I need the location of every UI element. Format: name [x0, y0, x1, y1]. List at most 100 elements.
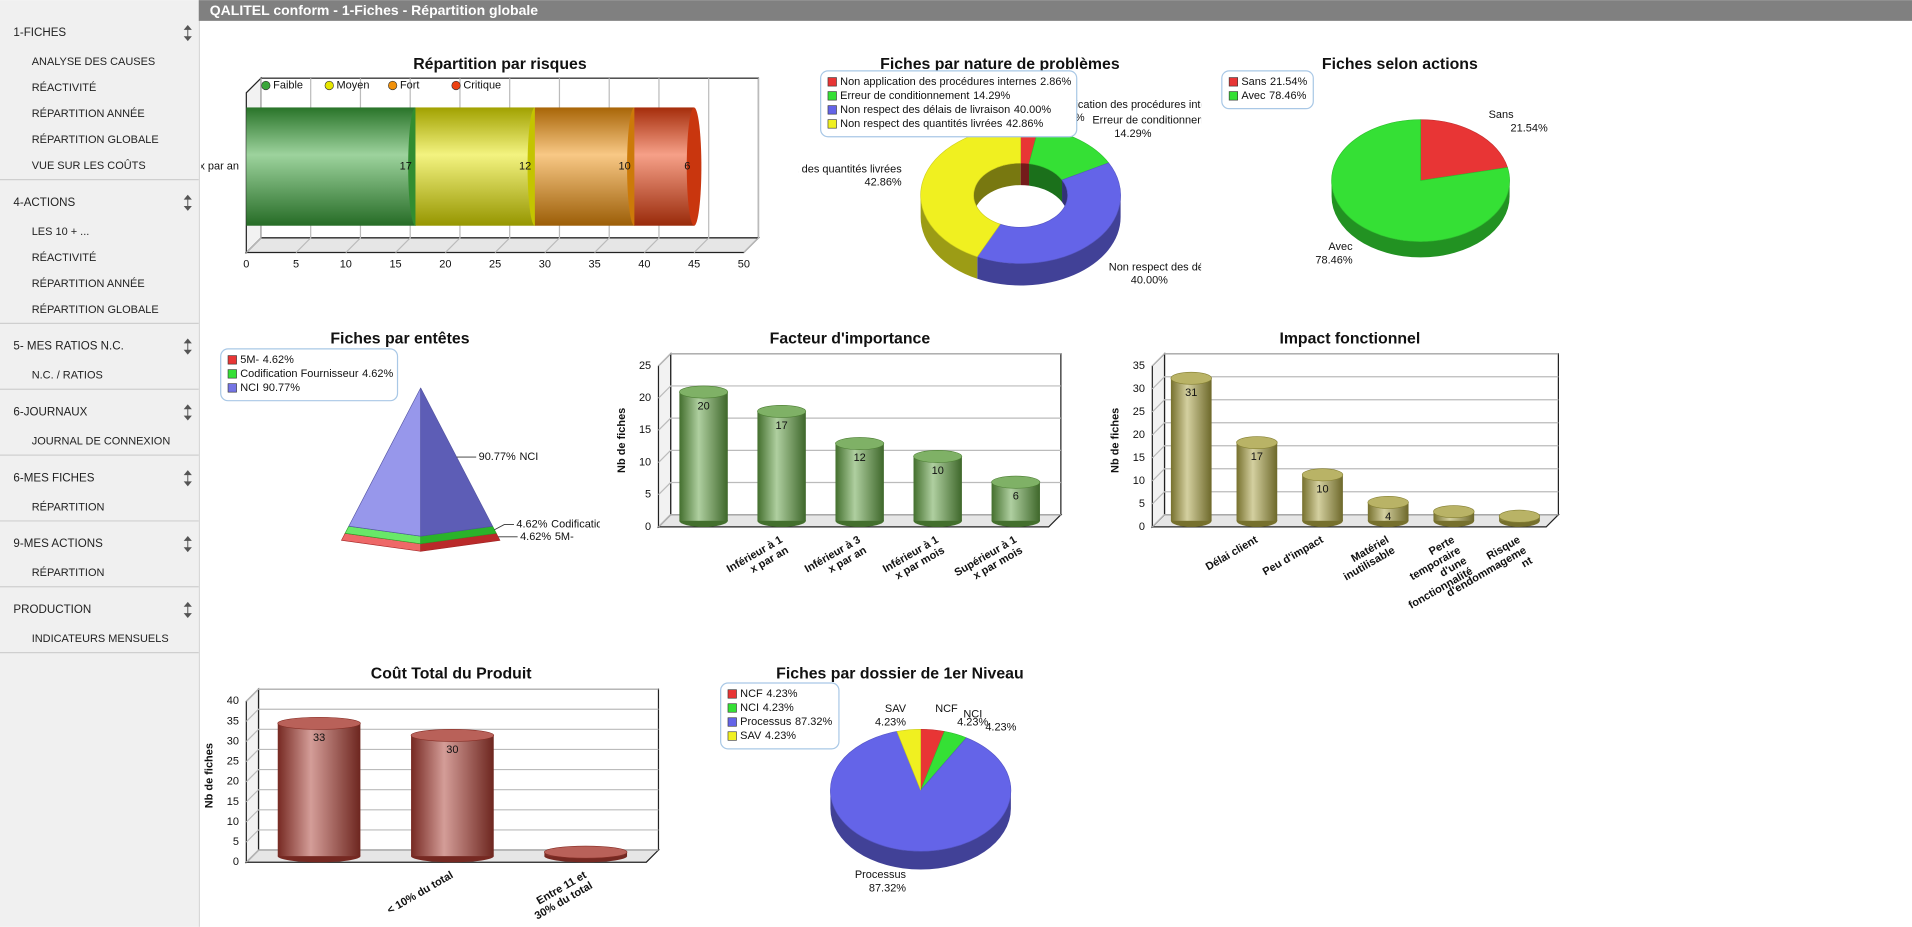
x-tick-label: < 10% du total	[385, 869, 455, 916]
bar	[277, 723, 361, 857]
menu-item[interactable]: LES 10 + ...	[32, 226, 90, 238]
legend-swatch	[727, 717, 737, 727]
grid-line	[693, 78, 710, 253]
y-tick-label: 20	[227, 776, 239, 788]
legend-label: Sans 21.54%	[1241, 76, 1307, 88]
expand-icon[interactable]	[183, 404, 192, 421]
slice-label: SAV	[885, 703, 907, 715]
legend-box	[820, 70, 1078, 138]
x-tick-label: Pertetemporaired'unefonctionnalité	[1388, 534, 1474, 612]
y-tick-label: 25	[639, 360, 651, 372]
menu-section[interactable]: 6-MES FICHES	[13, 472, 94, 484]
legend-label: 5M- 4.62%	[240, 354, 294, 366]
legend-box	[220, 348, 399, 402]
y-tick-label: 25	[227, 756, 239, 768]
legend-name: NCI	[740, 702, 759, 714]
data-label: 17	[776, 420, 788, 432]
slice-value: 21.54%	[1511, 123, 1548, 135]
slice-side	[973, 163, 1021, 218]
chart: Répartition par risques 0 5 10 15 20 25 30 35 40 4…	[201, 56, 760, 271]
x-tick-label: Entre 11 et30% du total	[527, 869, 595, 922]
legend-name: Non respect des délais de livraison	[840, 104, 1010, 116]
expand-icon[interactable]	[183, 536, 192, 553]
menu-section[interactable]: 5- MES RATIOS N.C.	[13, 341, 123, 353]
slice-value: 87.32%	[869, 882, 906, 894]
slice-value: 14.29%	[1114, 128, 1151, 140]
layer-name: 5M-	[555, 531, 574, 543]
y-tick-label: 40	[227, 695, 239, 707]
legend-label: Erreur de conditionnement 14.29%	[840, 90, 1010, 102]
bar-top	[679, 385, 729, 399]
menu-section[interactable]: 4-ACTIONS	[13, 197, 75, 209]
menu-item[interactable]: N.C. / RATIOS	[32, 370, 103, 382]
legend-swatch	[827, 77, 837, 87]
x-tick-label: Délai client	[1204, 534, 1260, 574]
y-tick-label: 0	[233, 856, 239, 868]
data-label: 10	[932, 465, 944, 477]
slice-value: 4.23%	[957, 717, 988, 729]
grid-line	[245, 688, 659, 702]
chart: Fiches par dossier de 1er NiveauNCF4.23%…	[720, 666, 1024, 894]
menu-item[interactable]: RÉPARTITION GLOBALE	[32, 303, 159, 316]
layer-name: Codification Fournisseur	[551, 518, 670, 530]
y-tick-label: 15	[1133, 452, 1145, 464]
plot-side	[1151, 352, 1166, 529]
chart-title: Fiches par entêtes	[330, 330, 469, 347]
pyramid-layer	[420, 387, 494, 537]
menu-item[interactable]: RÉPARTITION ANNÉE	[32, 107, 145, 120]
slice-side	[1029, 163, 1063, 202]
menu-item[interactable]: RÉPARTITION GLOBALE	[32, 133, 159, 146]
menu-item[interactable]: RÉACTIVITÉ	[32, 251, 97, 264]
expand-icon[interactable]	[183, 601, 192, 619]
chart: Fiches par nature de problèmes Non applic…	[799, 56, 1221, 287]
chart-title: Fiches par nature de problèmes	[880, 56, 1120, 73]
expand-icon[interactable]	[183, 470, 192, 487]
legend-label: NCI 4.23%	[740, 702, 794, 714]
bar	[1170, 378, 1212, 521]
bar-segment	[534, 107, 635, 226]
legend-swatch	[727, 703, 737, 713]
plot-back	[1163, 353, 1559, 516]
plot-side	[657, 352, 672, 529]
menu-item[interactable]: JOURNAL DE CONNEXION	[32, 436, 171, 448]
slice-label: Erreur de conditionnement	[1092, 114, 1221, 126]
x-tick-label: 30	[539, 259, 551, 271]
menu-item[interactable]: RÉPARTITION ANNÉE	[32, 277, 145, 290]
data-label: 4	[1385, 511, 1391, 523]
legend-box	[720, 682, 840, 750]
bar-top	[913, 450, 963, 463]
menu-section[interactable]: PRODUCTION	[13, 604, 91, 616]
x-tick-label: 45	[688, 259, 700, 271]
menu-item[interactable]: ANALYSE DES CAUSES	[32, 56, 156, 68]
chart: Coût Total du Produit 0 5 10 15 20 25 30 35 40 Nb …	[204, 666, 660, 922]
menu-section[interactable]: 9-MES ACTIONS	[13, 538, 103, 550]
legend-label: NCI 90.77%	[240, 382, 300, 394]
chart-title: Répartition par risques	[413, 56, 587, 73]
x-tick-label: 0	[243, 259, 249, 271]
menu-item[interactable]: INDICATEURS MENSUELS	[32, 633, 169, 645]
menu-item[interactable]: RÉACTIVITÉ	[32, 81, 97, 94]
legend-label: Avec 78.46%	[1241, 90, 1306, 102]
legend-marker	[388, 80, 398, 91]
slice-label: Processus	[855, 869, 907, 881]
bar-top	[991, 475, 1041, 489]
menu-item[interactable]: RÉPARTITION	[32, 500, 105, 513]
expand-icon[interactable]	[183, 338, 192, 355]
bar	[1302, 474, 1343, 521]
expand-icon[interactable]	[183, 24, 192, 42]
menu-section[interactable]: 1-FICHES	[13, 27, 66, 39]
x-tick-label: Peu d'impact	[1261, 534, 1326, 578]
expand-icon[interactable]	[183, 194, 192, 211]
data-label: 17	[1251, 451, 1263, 463]
menu-item[interactable]: VUE SUR LES COÛTS	[32, 159, 146, 172]
grid-line	[1151, 399, 1559, 413]
grid-line	[245, 728, 659, 742]
slice-value: 78.46%	[1315, 254, 1352, 266]
menu-item[interactable]: RÉPARTITION	[32, 566, 105, 579]
menu-section[interactable]: 6-JOURNAUX	[13, 406, 87, 418]
grid-line	[1151, 491, 1559, 505]
grid-line	[1151, 514, 1559, 528]
